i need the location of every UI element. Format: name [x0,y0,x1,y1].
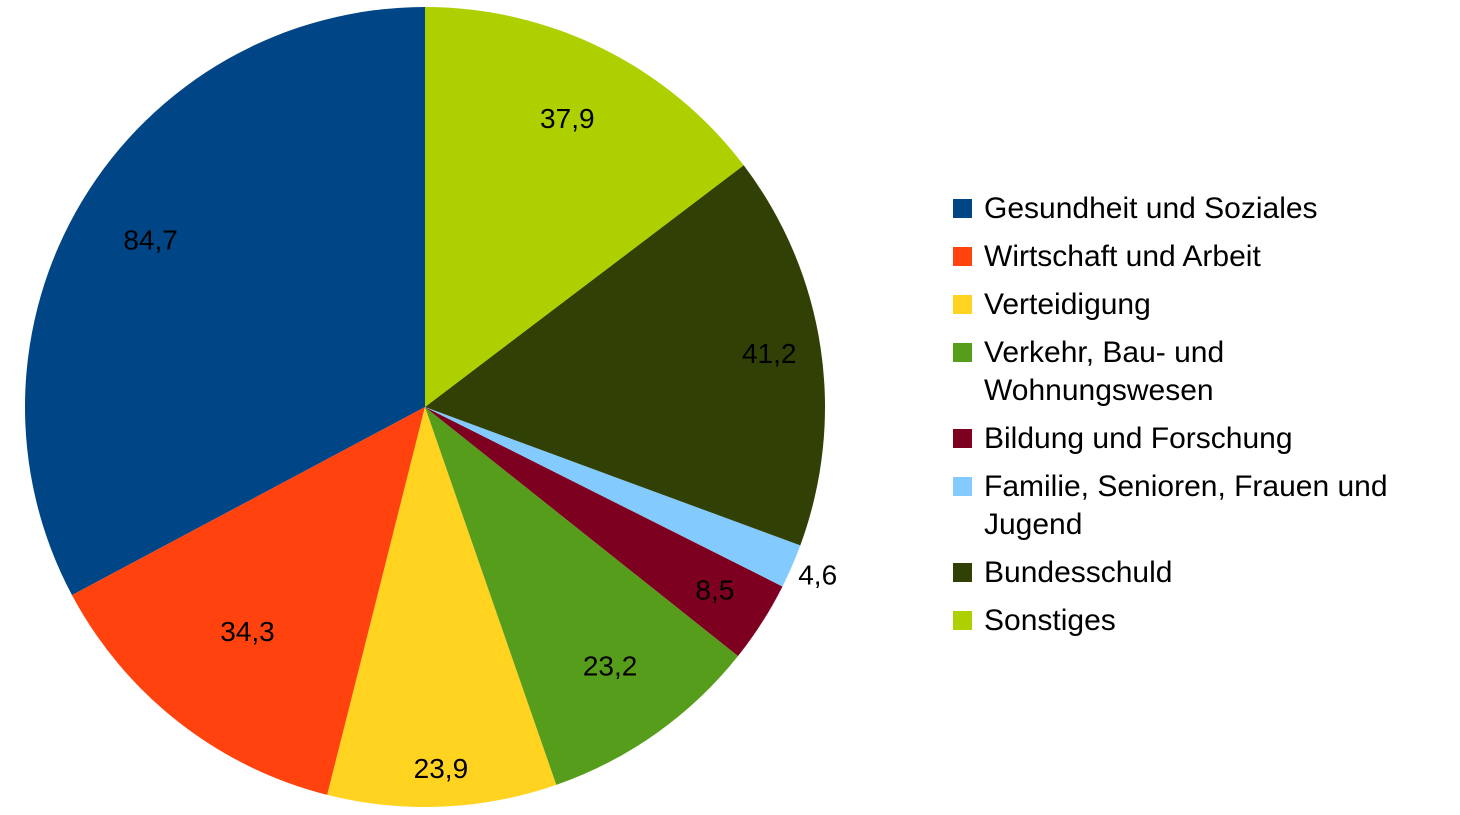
pie-slice [71,407,425,795]
slice-value-label: 23,2 [583,650,638,681]
pie-slice [425,6,744,407]
pie-slice [425,407,739,785]
legend-item: Gesundheit und Soziales [953,190,1453,228]
legend-label: Wirtschaft und Arbeit [984,240,1261,273]
legend-label: Verkehr, Bau- und Wohnungswesen [984,336,1225,407]
legend-swatch [953,611,972,630]
pie-slice [24,7,426,596]
legend-label: Sonstiges [984,604,1116,637]
slice-value-label: 4,6 [798,560,837,591]
slice-value-label: 37,9 [540,103,595,134]
legend-label: Bundesschuld [984,556,1173,589]
legend-item: Verteidigung [953,286,1453,324]
legend-label: Gesundheit und Soziales [984,192,1318,225]
slice-value-label: 84,7 [123,225,178,256]
legend-label: Verteidigung [984,288,1151,321]
legend-item: Bildung und Forschung [953,420,1453,458]
pie-slice [425,407,801,587]
legend-item: Wirtschaft und Arbeit [953,238,1453,276]
legend-label: Familie, Senioren, Frauen und Jugend [984,470,1388,541]
legend-swatch [953,199,972,218]
legend-item: Verkehr, Bau- und Wohnungswesen [953,334,1453,410]
legend-item: Familie, Senioren, Frauen und Jugend [953,468,1453,544]
slice-value-label: 8,5 [695,575,734,606]
legend: Gesundheit und Soziales Wirtschaft und Ar… [953,190,1453,650]
slice-value-label: 23,9 [414,753,469,784]
legend-swatch [953,295,972,314]
legend-swatch [953,247,972,266]
pie-slice [425,407,783,657]
legend-swatch [953,429,972,448]
legend-label: Bildung und Forschung [984,422,1293,455]
slice-value-label: 41,2 [742,338,797,369]
pie-slice [425,165,826,546]
slice-value-label: 34,3 [220,616,275,647]
legend-item: Bundesschuld [953,554,1453,592]
pie-slice [327,407,557,807]
legend-swatch [953,563,972,582]
legend-swatch [953,477,972,496]
legend-swatch [953,343,972,362]
legend-item: Sonstiges [953,602,1453,640]
